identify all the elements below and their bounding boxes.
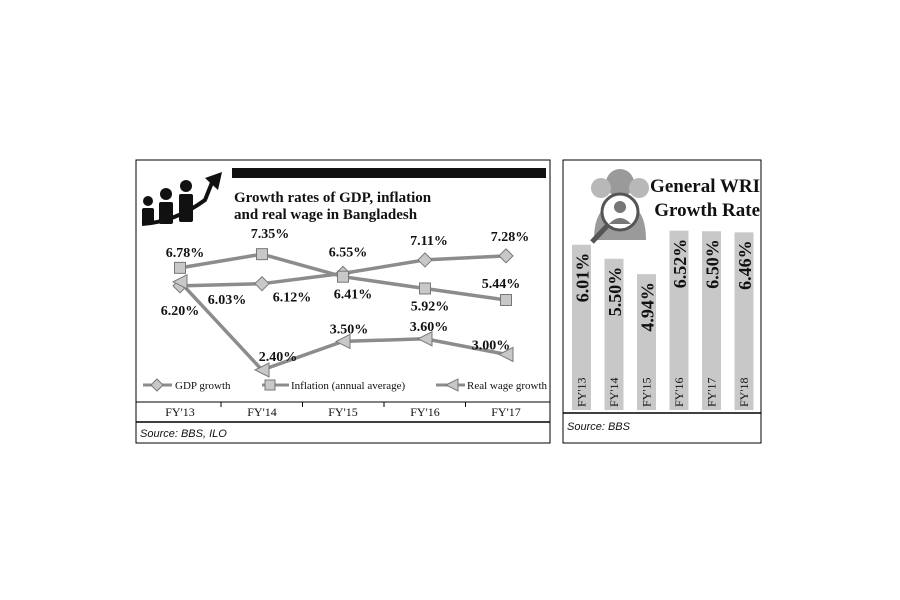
bar-chart-source: Source: BBS [567,421,631,433]
bar [572,244,591,410]
gdp-marker [254,275,270,292]
real-wage-data-label: 3.50% [330,322,369,337]
inflation-marker [500,294,512,306]
bar-category-label: FY'14 [607,377,621,407]
real-wage-marker [334,333,351,350]
inflation-data-label: 6.78% [166,246,205,261]
bar [604,258,624,410]
bar-chart-title-line-1: General WRI [650,176,760,197]
real-wage-data-label: 3.60% [410,320,449,335]
bar-value-label: 5.50% [605,267,625,317]
inflation-data-label: 7.35% [251,227,290,242]
gdp-data-label: 6.55% [329,245,368,260]
line-chart-frame [135,159,551,444]
category-axis: FY'13 FY'14 FY'15 FY'16 FY'17 [165,402,521,419]
gdp-data-label: 6.12% [273,291,312,306]
category-tick-label: FY'16 [410,405,440,419]
gdp-marker [417,252,433,268]
people-growth-icon [141,172,222,226]
gdp-data-label: 7.28% [491,230,530,245]
real-wage-data-label: 6.20% [161,304,200,319]
legend-item-real-wage: Real wage growth [436,378,548,392]
inflation-data-label: 5.44% [482,277,521,292]
legend-item-inflation: Inflation (annual average) [262,379,406,392]
category-tick-label: FY'17 [491,405,521,419]
bar [702,231,721,410]
line-chart-source: Source: BBS, ILO [140,428,227,440]
legend-label-inflation: Inflation (annual average) [291,380,406,392]
gdp-data-label: 6.03% [208,293,247,308]
real-wage-marker [253,362,270,378]
bar-category-label: FY'16 [672,377,686,407]
real-wage-marker [171,273,188,290]
bar [637,274,656,410]
bar-chart-frame [562,159,762,444]
legend: GDP growth Inflation (annual average) Re… [143,378,548,392]
bar-value-label: 6.01% [573,253,593,303]
category-tick-label: FY'14 [247,405,277,419]
inflation-marker [337,270,349,283]
inflation-data-label: 6.41% [334,288,373,303]
gdp-data-label: 7.11% [410,234,448,249]
bar-category-label: FY'15 [640,377,654,407]
gdp-marker [498,248,514,264]
inflation-marker [256,248,268,261]
legend-square-marker [264,379,276,391]
line-chart-title-line-1: Growth rates of GDP, inflation [234,190,432,206]
bar-category-label: FY'13 [575,377,589,407]
bar-value-label: 6.50% [703,239,723,289]
inflation-data-label: 5.92% [411,299,450,314]
bar-chart-title-line-2: Growth Rate [654,200,760,221]
legend-triangle-marker [444,378,459,392]
legend-diamond-marker [150,378,164,392]
bar-value-label: 4.94% [638,282,658,332]
bar-chart-plot: 6.01% FY'13 5.50% FY'14 4.94% FY'15 6.52% FY'16… [572,230,755,410]
line-chart-plot: 6.03% 6.12% 6.55% 7.11% 7.28% 6.78% 7.35% 6.41%… [161,227,530,378]
bar-value-label: 6.52% [670,239,690,289]
bar-value-label: 6.46% [735,240,755,290]
inflation-marker [174,261,186,274]
inflation-marker [419,282,431,295]
people-search-icon [590,169,649,244]
category-tick-label: FY'15 [328,405,358,419]
line-chart-title-line-2: and real wage in Bangladesh [234,207,418,223]
bar [669,230,689,410]
legend-label-gdp: GDP growth [175,380,231,392]
legend-label-real-wage: Real wage growth [467,380,548,392]
real-wage-marker [497,346,514,363]
bar-category-label: FY'17 [705,377,719,407]
title-bar [232,168,546,178]
bar [734,232,754,410]
real-wage-data-label: 3.00% [472,338,511,353]
real-wage-data-label: 2.40% [259,350,298,365]
legend-item-gdp: GDP growth [143,378,231,392]
category-tick-label: FY'13 [165,405,195,419]
bar-category-label: FY'18 [737,377,751,407]
real-wage-marker [416,330,433,347]
